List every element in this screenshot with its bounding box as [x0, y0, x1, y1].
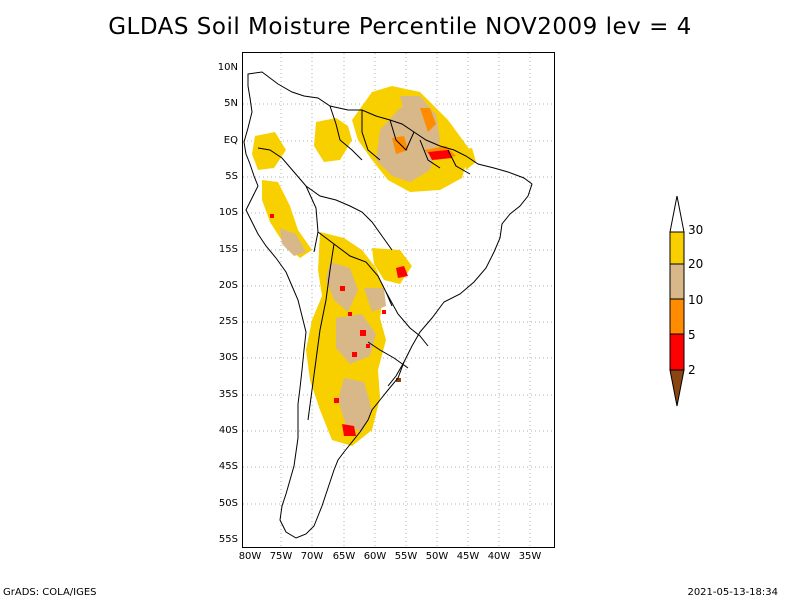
lon-tick-label: 80W: [238, 551, 262, 562]
legend-label: 2: [688, 363, 696, 377]
legend-label: 5: [688, 328, 696, 342]
legend-swatch-2-5: [669, 333, 685, 371]
lat-tick-label: EQ: [223, 135, 238, 146]
lat-tick-label: 5S: [225, 171, 238, 182]
lon-tick-label: 70W: [300, 551, 324, 562]
lon-tick-label: 55W: [394, 551, 418, 562]
legend-swatch-10-20: [669, 263, 685, 300]
legend-label: 30: [688, 223, 704, 237]
footer-timestamp: 2021-05-13-18:34: [687, 587, 778, 598]
lat-tick-label: 50S: [218, 498, 238, 509]
lat-tick-label: 10N: [217, 62, 238, 73]
lat-tick-label: 10S: [218, 207, 238, 218]
lon-tick-label: 45W: [456, 551, 480, 562]
legend-label: 20: [688, 257, 704, 271]
lat-tick-label: 20S: [218, 280, 238, 291]
lat-tick-label: 55S: [218, 534, 238, 545]
lon-tick-label: 60W: [363, 551, 387, 562]
legend-swatch-under2: [669, 369, 685, 407]
footer-credit: GrADS: COLA/IGES: [3, 587, 97, 598]
lat-tick-label: 45S: [218, 461, 238, 472]
lon-tick-label: 75W: [269, 551, 293, 562]
lon-tick-label: 65W: [332, 551, 356, 562]
lat-tick-label: 35S: [218, 389, 238, 400]
lon-tick-label: 35W: [518, 551, 542, 562]
lat-tick-label: 15S: [218, 244, 238, 255]
percentile-shading: [252, 86, 476, 446]
lat-tick-label: 25S: [218, 316, 238, 327]
legend-swatch-5-10: [669, 298, 685, 335]
lat-tick-label: 5N: [224, 98, 238, 109]
legend-swatch-over30: [669, 195, 685, 233]
lat-tick-label: 40S: [218, 425, 238, 436]
map-title: GLDAS Soil Moisture Percentile NOV2009 l…: [108, 14, 692, 40]
legend-label: 10: [688, 293, 704, 307]
coastlines: [243, 71, 533, 539]
lon-tick-label: 40W: [487, 551, 511, 562]
lon-tick-label: 50W: [425, 551, 449, 562]
lat-tick-label: 30S: [218, 352, 238, 363]
legend-swatch-20-30: [669, 231, 685, 265]
